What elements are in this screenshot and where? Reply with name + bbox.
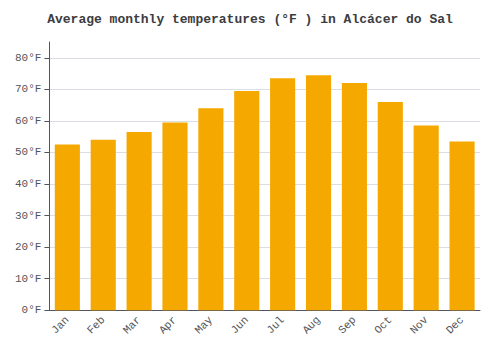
svg-text:Feb: Feb: [85, 314, 107, 336]
svg-text:80°F: 80°F: [15, 52, 41, 64]
svg-text:30°F: 30°F: [15, 210, 41, 222]
svg-text:40°F: 40°F: [15, 178, 41, 190]
svg-text:Mar: Mar: [121, 314, 143, 336]
svg-text:Jan: Jan: [49, 314, 71, 336]
svg-text:50°F: 50°F: [15, 146, 41, 158]
svg-text:Jul: Jul: [264, 314, 286, 336]
svg-text:Oct: Oct: [372, 314, 394, 336]
svg-text:70°F: 70°F: [15, 83, 41, 95]
svg-text:60°F: 60°F: [15, 115, 41, 127]
svg-text:0°F: 0°F: [22, 304, 42, 316]
svg-text:Average monthly temperatures (: Average monthly temperatures (°F ) in Al…: [47, 12, 453, 27]
svg-text:20°F: 20°F: [15, 241, 41, 253]
svg-text:Aug: Aug: [300, 314, 322, 336]
svg-text:Sep: Sep: [336, 314, 358, 336]
svg-text:10°F: 10°F: [15, 273, 41, 285]
svg-text:Dec: Dec: [444, 314, 466, 336]
svg-text:Nov: Nov: [408, 314, 431, 337]
svg-text:Jun: Jun: [229, 314, 251, 336]
svg-text:May: May: [193, 314, 216, 337]
svg-text:Apr: Apr: [157, 314, 179, 336]
